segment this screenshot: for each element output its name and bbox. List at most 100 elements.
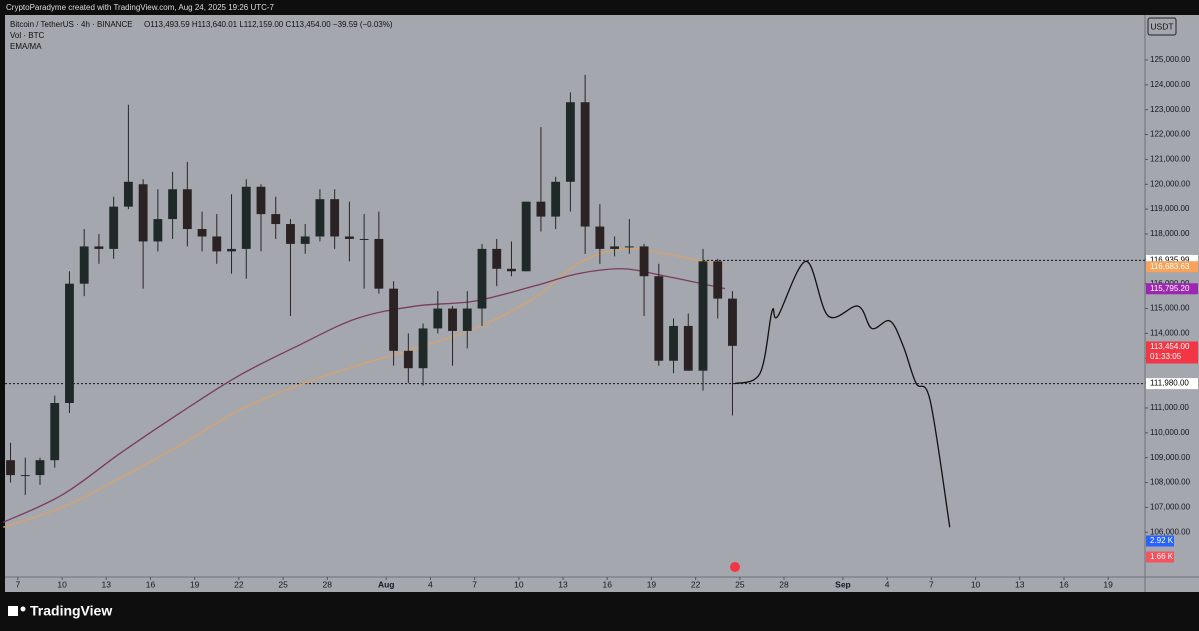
price-axis [1145, 15, 1199, 592]
ohlc: O113,493.59 H113,640.01 L112,159.00 C113… [144, 20, 393, 29]
candle-body [6, 460, 15, 476]
candle-body [448, 308, 457, 331]
x-tick-label: 19 [1103, 579, 1113, 589]
x-tick-label: 28 [323, 579, 333, 589]
candle-body [462, 308, 472, 331]
x-tick-label: 25 [735, 579, 745, 589]
candle-body [212, 236, 222, 252]
candle-body [315, 199, 325, 237]
x-tick-label: 22 [234, 579, 244, 589]
y-tick-label: 106,000.00 [1150, 527, 1191, 536]
event-icon[interactable] [730, 562, 740, 572]
candle-body [123, 181, 133, 207]
candle-body [403, 350, 413, 369]
chart-pane [5, 15, 1145, 592]
y-tick-label: 121,000.00 [1150, 155, 1191, 164]
y-tick-label: 120,000.00 [1150, 179, 1191, 188]
candle-body [492, 248, 502, 269]
candle-body [713, 261, 723, 299]
price-label: 113,454.00 [1150, 342, 1190, 351]
ma-line [2, 268, 726, 523]
candle-body [286, 224, 295, 244]
y-tick-label: 123,000.00 [1150, 105, 1191, 114]
candle-body [359, 238, 369, 240]
currency[interactable]: USDT [1150, 21, 1173, 31]
volume-label-box [1146, 551, 1174, 563]
x-tick-label: 25 [278, 579, 288, 589]
y-tick-label: 122,000.00 [1150, 130, 1191, 139]
price-label: 111,980.00 [1150, 379, 1189, 388]
candle-body [256, 186, 266, 215]
candle-body [344, 236, 354, 239]
y-tick-label: 125,000.00 [1150, 55, 1191, 64]
candle-body [698, 261, 708, 371]
countdown: 01:33:05 [1150, 352, 1182, 361]
candle-body [639, 246, 649, 277]
candle-body [580, 102, 590, 227]
price-label-box [1146, 378, 1198, 390]
volume-label: 1.66 K [1150, 552, 1174, 561]
candle-body [669, 325, 678, 361]
candle-body [227, 248, 236, 252]
candle-body [109, 206, 119, 249]
candle-body [65, 283, 74, 404]
candle-body [20, 475, 30, 477]
price-label-box [1146, 261, 1198, 273]
candle-body [507, 268, 516, 272]
x-tick-label: 7 [16, 579, 21, 589]
symbol-title: Bitcoin / TetherUS · 4h · BINANCE [10, 20, 133, 29]
x-tick-label: 10 [514, 579, 524, 589]
ema-line [2, 247, 726, 528]
candle-body [35, 460, 45, 476]
volume-label: 2.92 K [1150, 536, 1174, 545]
candle-body [433, 308, 443, 329]
candle-body [654, 276, 664, 361]
y-tick-label: 110,000.00 [1150, 428, 1190, 437]
y-tick-label: 119,000.00 [1150, 204, 1190, 213]
x-tick-label: 10 [57, 579, 67, 589]
y-tick-label: 107,000.00 [1150, 503, 1191, 512]
x-tick-label: Sep [835, 579, 851, 589]
x-tick-label: 7 [929, 579, 934, 589]
x-tick-label: 13 [102, 579, 112, 589]
x-tick-label: 7 [472, 579, 477, 589]
logo: TradingView [8, 603, 112, 619]
candle-body [610, 246, 620, 249]
candle-body [168, 189, 178, 220]
candle-body [271, 214, 281, 225]
y-tick-label: 118,000.00 [1150, 229, 1190, 238]
x-tick-label: 16 [146, 579, 156, 589]
x-tick-label: 10 [971, 579, 981, 589]
price-label: 116,935.99 [1150, 256, 1190, 265]
y-tick-label: 111,000.00 [1150, 403, 1189, 412]
y-tick-label: 109,000.00 [1150, 453, 1191, 462]
candle-body [197, 229, 207, 237]
candle-body [300, 236, 310, 244]
candle-body [536, 201, 546, 217]
price-label-box [1146, 254, 1198, 266]
candle-body [79, 246, 89, 284]
x-tick-label: 4 [428, 579, 433, 589]
price-label-box [1146, 341, 1198, 364]
x-tick-label: Aug [378, 579, 395, 589]
x-tick-label: 28 [779, 579, 789, 589]
candle-body [94, 246, 104, 249]
candle-body [418, 328, 428, 369]
candle-body [50, 403, 60, 461]
price-label: 116,683.63 [1150, 262, 1190, 271]
x-tick-label: 13 [558, 579, 568, 589]
candle-body [241, 186, 251, 249]
brand: TradingView [30, 603, 112, 619]
volume-label-box [1146, 535, 1174, 547]
candle-body [551, 181, 561, 217]
candle-body [683, 325, 693, 371]
x-tick-label: 19 [647, 579, 657, 589]
currency-box[interactable] [1147, 17, 1177, 36]
candle-body [477, 248, 487, 309]
indicator: EMA/MA [10, 42, 42, 51]
x-tick-label: 19 [190, 579, 200, 589]
x-tick-label: 16 [1059, 579, 1069, 589]
candle-body [624, 246, 634, 248]
